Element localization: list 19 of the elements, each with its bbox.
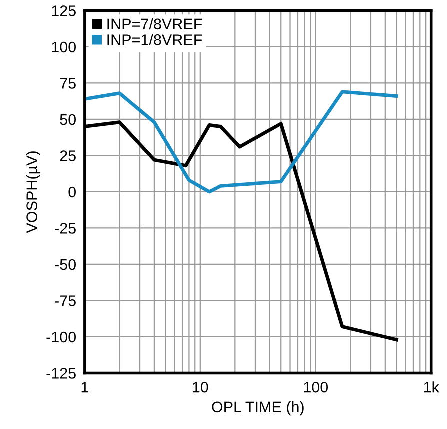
y-tick-label: 0	[68, 186, 76, 198]
legend-label: INP=1/8VREF	[108, 34, 202, 46]
y-tick-label: 125	[52, 6, 76, 16]
x-tick-label: 100	[304, 382, 328, 393]
legend-label: INP=7/8VREF	[108, 18, 202, 30]
y-tick-label: -125	[46, 368, 76, 379]
y-tick-label: -75	[55, 296, 76, 306]
x-tick-label: 10	[193, 382, 208, 393]
y-tick-label: 100	[52, 42, 76, 53]
x-tick-label: 1	[82, 382, 88, 393]
y-tick-label: 25	[60, 150, 76, 162]
y-tick-label: -50	[55, 259, 76, 270]
y-tick-label: 50	[60, 114, 76, 126]
y-tick-label: 75	[60, 78, 76, 89]
x-axis-title: OPL TIME (h)	[212, 401, 304, 416]
y-axis-title: VOSPH(µV)	[26, 152, 40, 234]
y-tick-label: -25	[55, 223, 76, 234]
y-tick-label: -100	[46, 332, 76, 343]
x-tick-label: 1k	[424, 382, 440, 393]
